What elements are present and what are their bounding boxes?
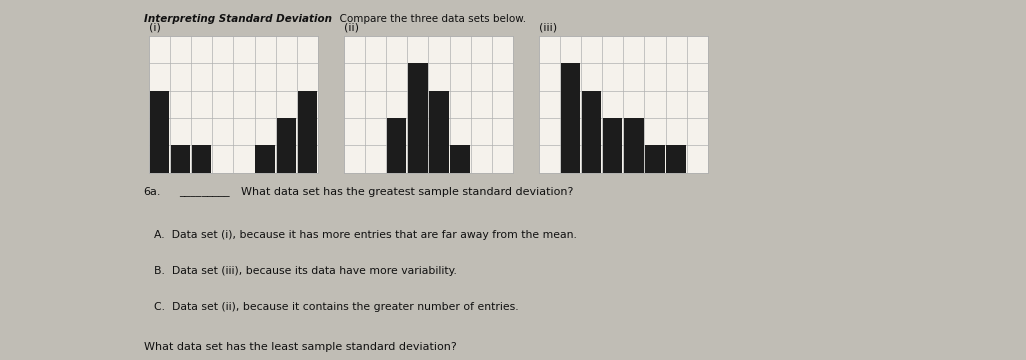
Text: A.  Data set (i), because it has more entries that are far away from the mean.: A. Data set (i), because it has more ent… [154, 230, 577, 240]
Bar [192, 145, 211, 173]
Bar [667, 145, 686, 173]
Bar [387, 118, 406, 173]
Bar [645, 145, 665, 173]
Text: Interpreting Standard Deviation: Interpreting Standard Deviation [144, 14, 331, 24]
Text: B.  Data set (iii), because its data have more variability.: B. Data set (iii), because its data have… [154, 266, 457, 276]
Bar [255, 145, 275, 173]
Bar [170, 145, 190, 173]
Bar [624, 118, 643, 173]
Text: Compare the three data sets below.: Compare the three data sets below. [333, 14, 526, 24]
Text: 6a.: 6a. [144, 187, 161, 197]
Text: What data set has the least sample standard deviation?: What data set has the least sample stand… [144, 342, 457, 352]
Text: What data set has the greatest sample standard deviation?: What data set has the greatest sample st… [241, 187, 574, 197]
Bar [277, 118, 297, 173]
Text: (i): (i) [149, 22, 161, 32]
Bar [429, 91, 448, 173]
Bar [603, 118, 623, 173]
Text: _________: _________ [180, 187, 230, 197]
Bar [298, 91, 317, 173]
Bar [408, 63, 428, 173]
Text: (iii): (iii) [539, 22, 557, 32]
Bar [582, 91, 601, 173]
Bar [450, 145, 470, 173]
Text: C.  Data set (ii), because it contains the greater number of entries.: C. Data set (ii), because it contains th… [154, 302, 518, 312]
Bar [150, 91, 169, 173]
Text: (ii): (ii) [344, 22, 359, 32]
Bar [560, 63, 580, 173]
